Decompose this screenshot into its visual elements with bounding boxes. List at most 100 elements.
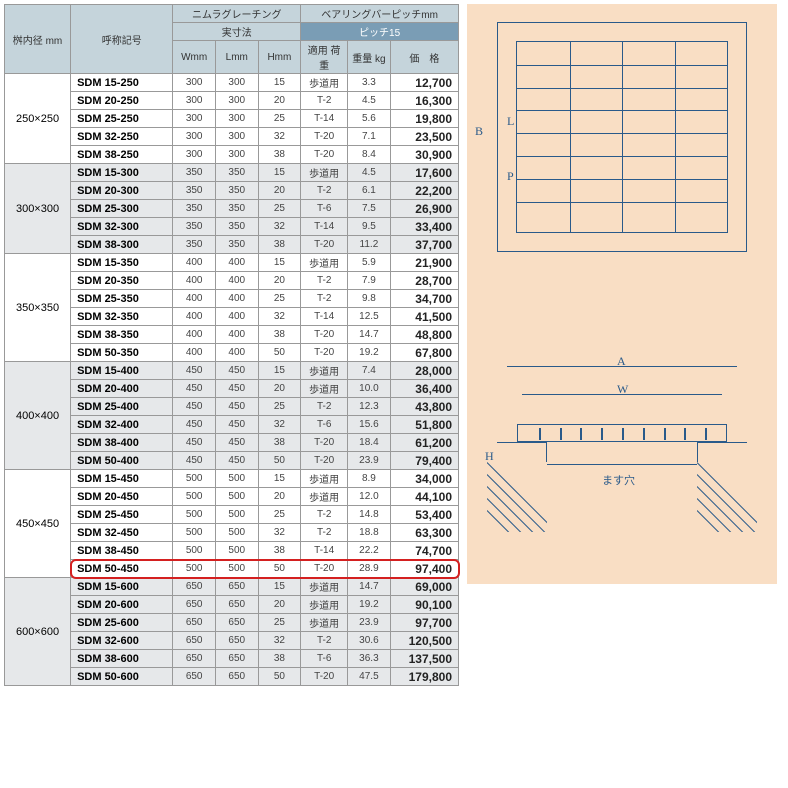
l-cell: 350	[215, 182, 258, 200]
weight-cell: 23.9	[348, 614, 391, 632]
table-row: SDM 50-60065065050T-2047.5179,800	[5, 668, 459, 686]
load-cell: 歩道用	[301, 470, 348, 488]
weight-cell: 23.9	[348, 452, 391, 470]
load-cell: T-2	[301, 92, 348, 110]
weight-cell: 8.4	[348, 146, 391, 164]
l-cell: 450	[215, 452, 258, 470]
weight-cell: 9.5	[348, 218, 391, 236]
table-row: 600×600SDM 15-60065065015歩道用14.769,000	[5, 578, 459, 596]
weight-cell: 28.9	[348, 560, 391, 578]
price-cell: 28,000	[390, 362, 458, 380]
weight-cell: 18.4	[348, 434, 391, 452]
load-cell: T-6	[301, 416, 348, 434]
price-cell: 48,800	[390, 326, 458, 344]
weight-cell: 30.6	[348, 632, 391, 650]
weight-cell: 5.6	[348, 110, 391, 128]
h-cell: 25	[258, 614, 301, 632]
w-cell: 350	[173, 236, 216, 254]
weight-cell: 12.3	[348, 398, 391, 416]
model-cell: SDM 15-350	[71, 254, 173, 272]
load-cell: 歩道用	[301, 488, 348, 506]
h-cell: 38	[258, 650, 301, 668]
l-cell: 500	[215, 506, 258, 524]
l-cell: 650	[215, 614, 258, 632]
table-row: SDM 32-35040040032T-1412.541,500	[5, 308, 459, 326]
model-cell: SDM 20-350	[71, 272, 173, 290]
model-cell: SDM 15-450	[71, 470, 173, 488]
table-row: SDM 32-40045045032T-615.651,800	[5, 416, 459, 434]
table-row: SDM 25-25030030025T-145.619,800	[5, 110, 459, 128]
price-cell: 67,800	[390, 344, 458, 362]
model-cell: SDM 50-400	[71, 452, 173, 470]
table-row: SDM 38-35040040038T-2014.748,800	[5, 326, 459, 344]
w-cell: 400	[173, 254, 216, 272]
load-cell: 歩道用	[301, 380, 348, 398]
load-cell: T-6	[301, 650, 348, 668]
price-cell: 37,700	[390, 236, 458, 254]
weight-cell: 3.3	[348, 74, 391, 92]
model-cell: SDM 25-300	[71, 200, 173, 218]
load-cell: 歩道用	[301, 164, 348, 182]
w-cell: 650	[173, 614, 216, 632]
price-cell: 79,400	[390, 452, 458, 470]
table-row: SDM 32-45050050032T-218.863,300	[5, 524, 459, 542]
h-cell: 25	[258, 398, 301, 416]
l-cell: 350	[215, 218, 258, 236]
load-cell: T-20	[301, 434, 348, 452]
table-row: 450×450SDM 15-45050050015歩道用8.934,000	[5, 470, 459, 488]
load-cell: T-2	[301, 632, 348, 650]
table-row: SDM 50-45050050050T-2028.997,400	[5, 560, 459, 578]
w-cell: 400	[173, 272, 216, 290]
price-cell: 22,200	[390, 182, 458, 200]
w-cell: 300	[173, 74, 216, 92]
weight-cell: 4.5	[348, 164, 391, 182]
l-cell: 300	[215, 146, 258, 164]
price-cell: 33,400	[390, 218, 458, 236]
l-cell: 500	[215, 470, 258, 488]
load-cell: T-2	[301, 290, 348, 308]
price-cell: 36,400	[390, 380, 458, 398]
price-cell: 69,000	[390, 578, 458, 596]
l-cell: 300	[215, 128, 258, 146]
size-cell: 300×300	[5, 164, 71, 254]
table-row: 250×250SDM 15-25030030015歩道用3.312,700	[5, 74, 459, 92]
h-cell: 20	[258, 92, 301, 110]
w-cell: 650	[173, 668, 216, 686]
price-cell: 137,500	[390, 650, 458, 668]
diagram-panel: B L P A W H ます穴	[467, 4, 777, 584]
table-row: SDM 25-40045045025T-212.343,800	[5, 398, 459, 416]
table-row: 400×400SDM 15-40045045015歩道用7.428,000	[5, 362, 459, 380]
table-row: SDM 38-40045045038T-2018.461,200	[5, 434, 459, 452]
dim-l: L	[507, 114, 514, 129]
model-cell: SDM 32-400	[71, 416, 173, 434]
size-cell: 350×350	[5, 254, 71, 362]
load-cell: T-20	[301, 560, 348, 578]
model-cell: SDM 15-250	[71, 74, 173, 92]
h-cell: 25	[258, 110, 301, 128]
load-cell: T-20	[301, 452, 348, 470]
h-cell: 15	[258, 470, 301, 488]
w-cell: 300	[173, 146, 216, 164]
l-cell: 650	[215, 632, 258, 650]
load-cell: T-20	[301, 344, 348, 362]
header-model: 呼称記号	[71, 5, 173, 74]
load-cell: T-14	[301, 110, 348, 128]
size-cell: 450×450	[5, 470, 71, 578]
l-cell: 500	[215, 542, 258, 560]
h-cell: 25	[258, 290, 301, 308]
l-cell: 400	[215, 290, 258, 308]
table-row: SDM 20-30035035020T-26.122,200	[5, 182, 459, 200]
weight-cell: 6.1	[348, 182, 391, 200]
table-row: SDM 20-45050050020歩道用12.044,100	[5, 488, 459, 506]
h-cell: 20	[258, 596, 301, 614]
h-cell: 15	[258, 254, 301, 272]
load-cell: 歩道用	[301, 614, 348, 632]
header-dims: 実寸法	[173, 23, 301, 41]
load-cell: 歩道用	[301, 254, 348, 272]
h-cell: 32	[258, 632, 301, 650]
header-l: Lmm	[215, 41, 258, 74]
price-cell: 34,000	[390, 470, 458, 488]
h-cell: 32	[258, 218, 301, 236]
l-cell: 350	[215, 164, 258, 182]
model-cell: SDM 38-400	[71, 434, 173, 452]
